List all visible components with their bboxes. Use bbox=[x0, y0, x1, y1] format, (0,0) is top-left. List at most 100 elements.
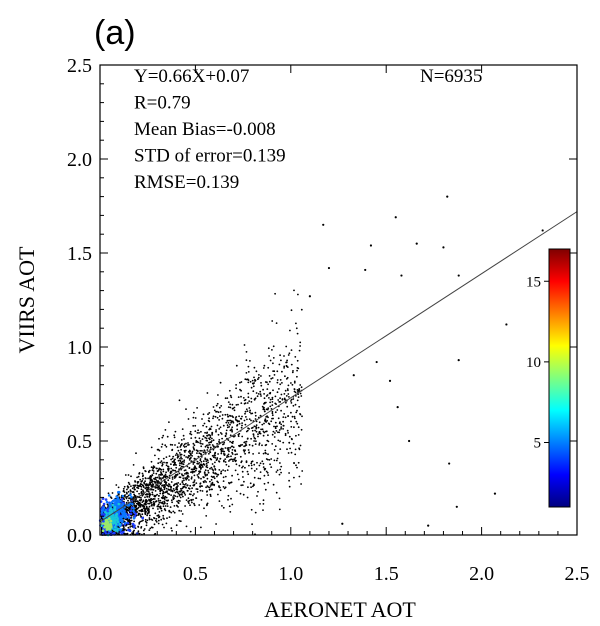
scatter-point bbox=[180, 487, 182, 490]
scatter-point bbox=[184, 477, 187, 479]
scatter-point bbox=[158, 467, 161, 470]
scatter-point bbox=[140, 488, 143, 491]
scatter-point bbox=[132, 507, 135, 510]
scatter-point bbox=[161, 436, 164, 439]
scatter-point bbox=[184, 451, 186, 453]
scatter-point bbox=[285, 378, 288, 380]
scatter-point bbox=[177, 499, 180, 502]
scatter-point bbox=[127, 515, 130, 519]
scatter-point bbox=[146, 514, 149, 517]
scatter-point bbox=[208, 420, 211, 423]
scatter-point bbox=[242, 397, 245, 399]
scatter-point bbox=[193, 493, 195, 495]
scatter-point bbox=[167, 479, 170, 482]
colorbar-tick-label: 5 bbox=[534, 436, 542, 452]
scatter-point bbox=[240, 484, 243, 487]
scatter-point bbox=[179, 457, 181, 460]
scatter-point bbox=[375, 360, 378, 364]
scatter-point bbox=[299, 384, 302, 386]
scatter-point bbox=[165, 522, 168, 525]
scatter-point bbox=[162, 494, 165, 497]
scatter-point bbox=[275, 471, 278, 473]
scatter-point bbox=[224, 434, 227, 437]
scatter-point bbox=[162, 517, 165, 519]
scatter-point bbox=[163, 488, 166, 491]
scatter-point bbox=[202, 463, 205, 466]
scatter-point bbox=[263, 468, 266, 470]
scatter-point bbox=[160, 446, 163, 448]
scatter-point bbox=[194, 430, 197, 433]
scatter-point bbox=[274, 445, 277, 448]
scatter-point bbox=[256, 461, 258, 464]
scatter-point bbox=[218, 419, 221, 421]
scatter-point bbox=[291, 415, 294, 418]
scatter-point bbox=[284, 389, 287, 392]
scatter-point bbox=[262, 499, 265, 502]
scatter-point bbox=[265, 395, 268, 397]
scatter-point bbox=[266, 471, 269, 474]
scatter-point bbox=[226, 469, 229, 471]
scatter-point bbox=[264, 444, 267, 447]
stat-std-error: STD of error=0.139 bbox=[134, 146, 286, 167]
scatter-point bbox=[164, 495, 167, 498]
scatter-point bbox=[214, 451, 217, 454]
scatter-point bbox=[231, 426, 234, 429]
scatter-point bbox=[139, 509, 142, 512]
scatter-point bbox=[221, 414, 224, 416]
scatter-point bbox=[137, 513, 140, 516]
scatter-point bbox=[186, 484, 189, 487]
scatter-point bbox=[229, 440, 232, 443]
scatter-point bbox=[163, 475, 165, 478]
scatter-point bbox=[208, 443, 211, 446]
scatter-point bbox=[296, 422, 299, 425]
scatter-point bbox=[291, 383, 294, 386]
scatter-point bbox=[153, 495, 156, 498]
scatter-point bbox=[288, 479, 290, 482]
scatter-point bbox=[238, 422, 241, 425]
scatter-point bbox=[168, 421, 170, 423]
scatter-point bbox=[249, 360, 251, 362]
scatter-point bbox=[187, 500, 190, 503]
scatter-point bbox=[193, 474, 196, 477]
scatter-point bbox=[352, 374, 355, 377]
scatter-point bbox=[199, 449, 202, 452]
scatter-point bbox=[142, 529, 145, 532]
scatter-point bbox=[126, 506, 129, 509]
scatter-point bbox=[219, 415, 221, 417]
scatter-point bbox=[158, 476, 161, 478]
scatter-point bbox=[233, 409, 236, 412]
scatter-point bbox=[142, 490, 145, 493]
scatter-point bbox=[251, 426, 254, 429]
scatter-point bbox=[105, 518, 109, 522]
scatter-point bbox=[115, 484, 118, 486]
scatter-point bbox=[238, 415, 241, 418]
scatter-point bbox=[276, 370, 279, 373]
scatter-point bbox=[187, 472, 189, 475]
scatter-point bbox=[189, 457, 192, 460]
scatter-point bbox=[262, 462, 265, 465]
scatter-point bbox=[134, 508, 137, 511]
scatter-point bbox=[269, 401, 271, 404]
scatter-point bbox=[168, 493, 171, 496]
scatter-point bbox=[130, 517, 133, 519]
scatter-point bbox=[144, 518, 147, 521]
scatter-point bbox=[322, 223, 325, 226]
scatter-point bbox=[193, 411, 195, 414]
scatter-point bbox=[206, 474, 209, 476]
scatter-point bbox=[153, 504, 155, 507]
scatter-point bbox=[295, 395, 297, 397]
scatter-point bbox=[193, 457, 196, 460]
scatter-point bbox=[290, 400, 292, 402]
scatter-point bbox=[133, 520, 136, 523]
scatter-point bbox=[180, 489, 183, 492]
scatter-point bbox=[162, 434, 165, 437]
scatter-point bbox=[148, 510, 151, 512]
scatter-point bbox=[182, 477, 185, 480]
scatter-point bbox=[400, 274, 403, 277]
scatter-point bbox=[252, 453, 255, 455]
scatter-point bbox=[294, 417, 296, 420]
scatter-point bbox=[176, 495, 179, 498]
scatter-point bbox=[208, 417, 211, 420]
scatter-point bbox=[170, 481, 173, 483]
scatter-point bbox=[128, 483, 131, 486]
